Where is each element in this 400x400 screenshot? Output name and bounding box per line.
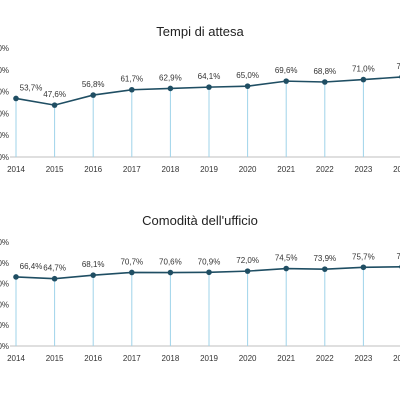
data-label: 62,9% xyxy=(159,73,182,82)
x-tick-label: 2017 xyxy=(123,165,141,174)
y-tick-label: 0% xyxy=(0,342,9,351)
data-point xyxy=(244,268,251,274)
data-label: 64,1% xyxy=(198,72,221,81)
y-tick-label: 0% xyxy=(0,88,9,97)
data-point xyxy=(129,269,135,276)
data-label: 72,0% xyxy=(236,256,259,265)
data-point xyxy=(283,78,290,84)
data-label: 70,7% xyxy=(120,257,143,266)
y-tick-label: 0% xyxy=(0,44,9,53)
x-tick-label: 2021 xyxy=(277,165,295,174)
data-label: 47,6% xyxy=(43,90,66,99)
data-point xyxy=(322,266,328,272)
data-point xyxy=(51,102,58,108)
x-tick-label: 2018 xyxy=(162,165,180,174)
x-tick-label: 2024 xyxy=(393,165,400,174)
y-tick-label: 0% xyxy=(0,131,9,140)
data-label: 71,0% xyxy=(352,65,375,74)
data-point xyxy=(167,269,174,276)
y-tick-label: 0% xyxy=(0,321,9,330)
data-point xyxy=(360,76,367,83)
y-tick-label: 0% xyxy=(0,300,9,309)
x-tick-label: 2020 xyxy=(239,354,257,363)
data-point xyxy=(360,264,367,271)
data-label: 76, xyxy=(396,252,400,261)
data-label: 53,7% xyxy=(20,83,43,92)
data-point xyxy=(13,95,19,102)
x-tick-label: 2020 xyxy=(239,165,257,174)
data-label: 73,9% xyxy=(313,254,336,263)
data-label: 68,8% xyxy=(313,67,336,76)
y-tick-label: 0% xyxy=(0,280,9,289)
chart-title: Comodità dell'ufficio xyxy=(142,213,258,228)
data-label: 61,7% xyxy=(120,75,143,84)
data-point xyxy=(51,275,58,282)
data-point xyxy=(206,84,212,90)
data-label: 75,7% xyxy=(352,252,375,261)
y-tick-label: 0% xyxy=(0,66,9,75)
data-label: 74,5% xyxy=(275,254,298,263)
data-label: 56,8% xyxy=(82,80,105,89)
data-label: 65,0% xyxy=(236,71,259,80)
chart-tempi-di-attesa: Tempi di attesa 0% 0% 0% 0% 0% 0% 53,7%47,6% 56,… xyxy=(0,24,400,174)
x-tick-label: 2024 xyxy=(393,354,400,363)
x-tick-label: 2014 xyxy=(7,354,25,363)
data-label: 70,6% xyxy=(159,258,182,267)
x-tick-label: 2022 xyxy=(316,165,334,174)
x-tick-label: 2016 xyxy=(84,354,102,363)
data-point xyxy=(90,272,96,278)
chart-title: Tempi di attesa xyxy=(156,24,244,39)
x-tick-label: 2017 xyxy=(123,354,141,363)
data-point xyxy=(13,274,19,280)
x-tick-label: 2016 xyxy=(84,165,102,174)
x-tick-label: 2015 xyxy=(46,354,64,363)
data-point xyxy=(206,269,212,276)
data-point xyxy=(283,265,290,272)
y-tick-label: 0% xyxy=(0,153,9,162)
x-tick-label: 2023 xyxy=(355,165,373,174)
data-label: 73, xyxy=(396,62,400,71)
chart-comodita-ufficio: Comodità dell'ufficio 0% 0% 0% 0% 0% 0% 66,4%64… xyxy=(0,213,400,363)
y-tick-label: 0% xyxy=(0,238,9,247)
data-label: 66,4% xyxy=(20,262,43,271)
data-point xyxy=(129,86,135,93)
x-tick-label: 2022 xyxy=(316,354,334,363)
data-point xyxy=(244,83,251,89)
data-label: 64,7% xyxy=(43,264,66,273)
x-tick-label: 2021 xyxy=(277,354,295,363)
x-tick-label: 2018 xyxy=(162,354,180,363)
data-label: 70,9% xyxy=(198,257,221,266)
data-label: 69,6% xyxy=(275,66,298,75)
x-tick-label: 2019 xyxy=(200,165,218,174)
x-tick-label: 2019 xyxy=(200,354,218,363)
data-point xyxy=(322,79,328,85)
x-tick-label: 2014 xyxy=(7,165,25,174)
x-tick-label: 2015 xyxy=(46,165,64,174)
x-tick-label: 2023 xyxy=(355,354,373,363)
y-tick-label: 0% xyxy=(0,259,9,268)
data-label: 68,1% xyxy=(82,260,105,269)
data-point xyxy=(167,85,174,92)
data-point xyxy=(90,92,96,98)
y-tick-label: 0% xyxy=(0,109,9,118)
